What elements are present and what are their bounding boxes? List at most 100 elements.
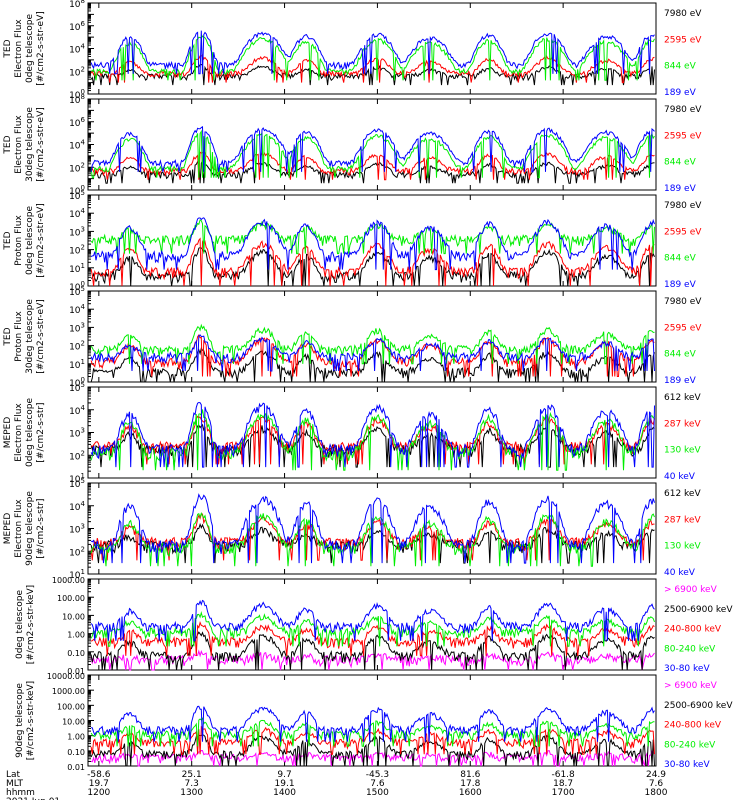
y-tick-label: 1000.00 (52, 576, 85, 585)
y-tick-label: 10000.00 (47, 672, 85, 681)
lat-tick-label: -61.8 (551, 770, 575, 780)
legend-entry: 2595 eV (664, 35, 702, 45)
series-line (90, 30, 655, 75)
series-line (90, 217, 655, 271)
series-line (90, 649, 655, 671)
y-axis-label: [#/cm2-s-str-eV] (36, 107, 46, 182)
y-tick-label: 104 (69, 404, 85, 417)
y-tick-label: 104 (69, 303, 85, 316)
lat-tick-label: 81.6 (460, 770, 480, 780)
y-tick-label: 100.00 (57, 702, 85, 711)
x-row-label: Lat (6, 770, 21, 780)
legend-entry: 30-80 keV (664, 760, 710, 770)
lat-tick-label: 9.7 (277, 770, 291, 780)
legend-entry: 287 keV (664, 419, 701, 429)
series-line (90, 63, 655, 86)
y-tick-label: 1000.00 (52, 687, 85, 696)
series-line (90, 151, 655, 181)
mlt-tick-label: 7.6 (370, 779, 385, 789)
legend-entry: 7980 eV (664, 9, 702, 19)
y-tick-label: 10.00 (62, 718, 85, 727)
panel-frame (87, 386, 657, 479)
y-tick-label: 1.00 (67, 631, 85, 640)
legend-entry: 189 eV (664, 376, 697, 386)
y-axis-label: [#/cm2-s-str-keV] (26, 585, 36, 664)
series-line (90, 409, 655, 471)
legend-entry: 189 eV (664, 280, 697, 290)
legend-entry: 844 eV (664, 62, 697, 72)
series-line (90, 401, 655, 468)
y-tick-label: 103 (69, 523, 85, 536)
series-line (90, 725, 655, 755)
legend-entry: 612 keV (664, 393, 701, 403)
y-tick-label: 100.00 (57, 594, 85, 603)
series-line (90, 129, 655, 179)
lat-tick-label: -58.6 (87, 770, 111, 780)
series-line (90, 334, 655, 372)
series-line (90, 717, 655, 747)
series-line (90, 125, 655, 173)
y-tick-label: 103 (69, 225, 85, 238)
lat-tick-label: 25.1 (182, 770, 202, 780)
y-tick-label: 104 (69, 500, 85, 513)
legend-entry: 40 keV (664, 568, 696, 578)
y-axis-label: 90deg telescope (25, 491, 35, 566)
legend-entry: 40 keV (664, 472, 696, 482)
panel-7: 0.01 0.10 1.00 10.00 100.00 1000.00 0deg teles… (15, 576, 733, 676)
y-axis-label: 0deg telescope (25, 206, 35, 276)
legend-entry: 2595 eV (664, 227, 702, 237)
legend-entry: > 6900 keV (664, 585, 718, 595)
time-tick-label: 1200 (87, 788, 110, 798)
y-axis-label: [#/cm2-s-str-eV] (36, 299, 46, 374)
y-axis-label: TED (3, 39, 13, 58)
y-tick-label: 103 (69, 427, 85, 440)
y-tick-label: 104 (69, 207, 85, 220)
y-axis-label: [#/cm2-s-str-eV] (36, 203, 46, 278)
legend-entry: 80-240 keV (664, 740, 716, 750)
y-axis-label: [#/cm2-s-str-keV] (26, 681, 36, 760)
legend-entry: 130 keV (664, 542, 701, 552)
legend-entry: 189 eV (664, 88, 697, 98)
series-line (90, 219, 655, 255)
y-axis-label: Electron Flux (14, 115, 24, 174)
time-tick-label: 1500 (366, 788, 389, 798)
series-line (90, 734, 655, 767)
legend-entry: 189 eV (664, 184, 697, 194)
x-row-label: MLT (6, 779, 24, 789)
time-tick-label: 1600 (459, 788, 482, 798)
legend-entry: 2595 eV (664, 131, 702, 141)
legend-entry: 240-800 keV (664, 721, 722, 731)
y-tick-label: 0.01 (67, 667, 85, 676)
y-tick-label: 102 (69, 65, 85, 78)
legend-entry: 2500-6900 keV (664, 701, 733, 711)
x-row-label: hhmm (6, 788, 35, 798)
legend-entry: 287 keV (664, 515, 701, 525)
y-axis-label: 90deg telescope (15, 683, 25, 758)
series-line (90, 35, 655, 81)
y-axis-label: TED (3, 231, 13, 250)
series-line (90, 347, 655, 383)
y-tick-label: 106 (69, 116, 85, 129)
y-axis-label: [#/cm2-s-str] (36, 498, 46, 558)
y-axis-label: [#/cm2-s-str] (36, 402, 46, 462)
legend-entry: 844 eV (664, 158, 697, 168)
series-line (90, 54, 655, 84)
y-tick-label: 106 (69, 20, 85, 33)
series-line (90, 749, 655, 767)
mlt-tick-label: 7.6 (649, 779, 664, 789)
lat-tick-label: 24.9 (646, 770, 666, 780)
series-line (90, 611, 655, 647)
legend-entry: 612 keV (664, 489, 701, 499)
y-tick-label: 104 (69, 139, 85, 152)
series-line (90, 415, 655, 465)
series-line (90, 493, 655, 564)
y-axis-label: MEPED (3, 513, 13, 545)
lat-tick-label: -45.3 (366, 770, 389, 780)
time-tick-label: 1700 (552, 788, 575, 798)
legend-entry: 2595 eV (664, 323, 702, 333)
y-tick-label: 102 (69, 340, 85, 353)
y-axis-label: [#/cm2-s-str-eV] (36, 11, 46, 86)
